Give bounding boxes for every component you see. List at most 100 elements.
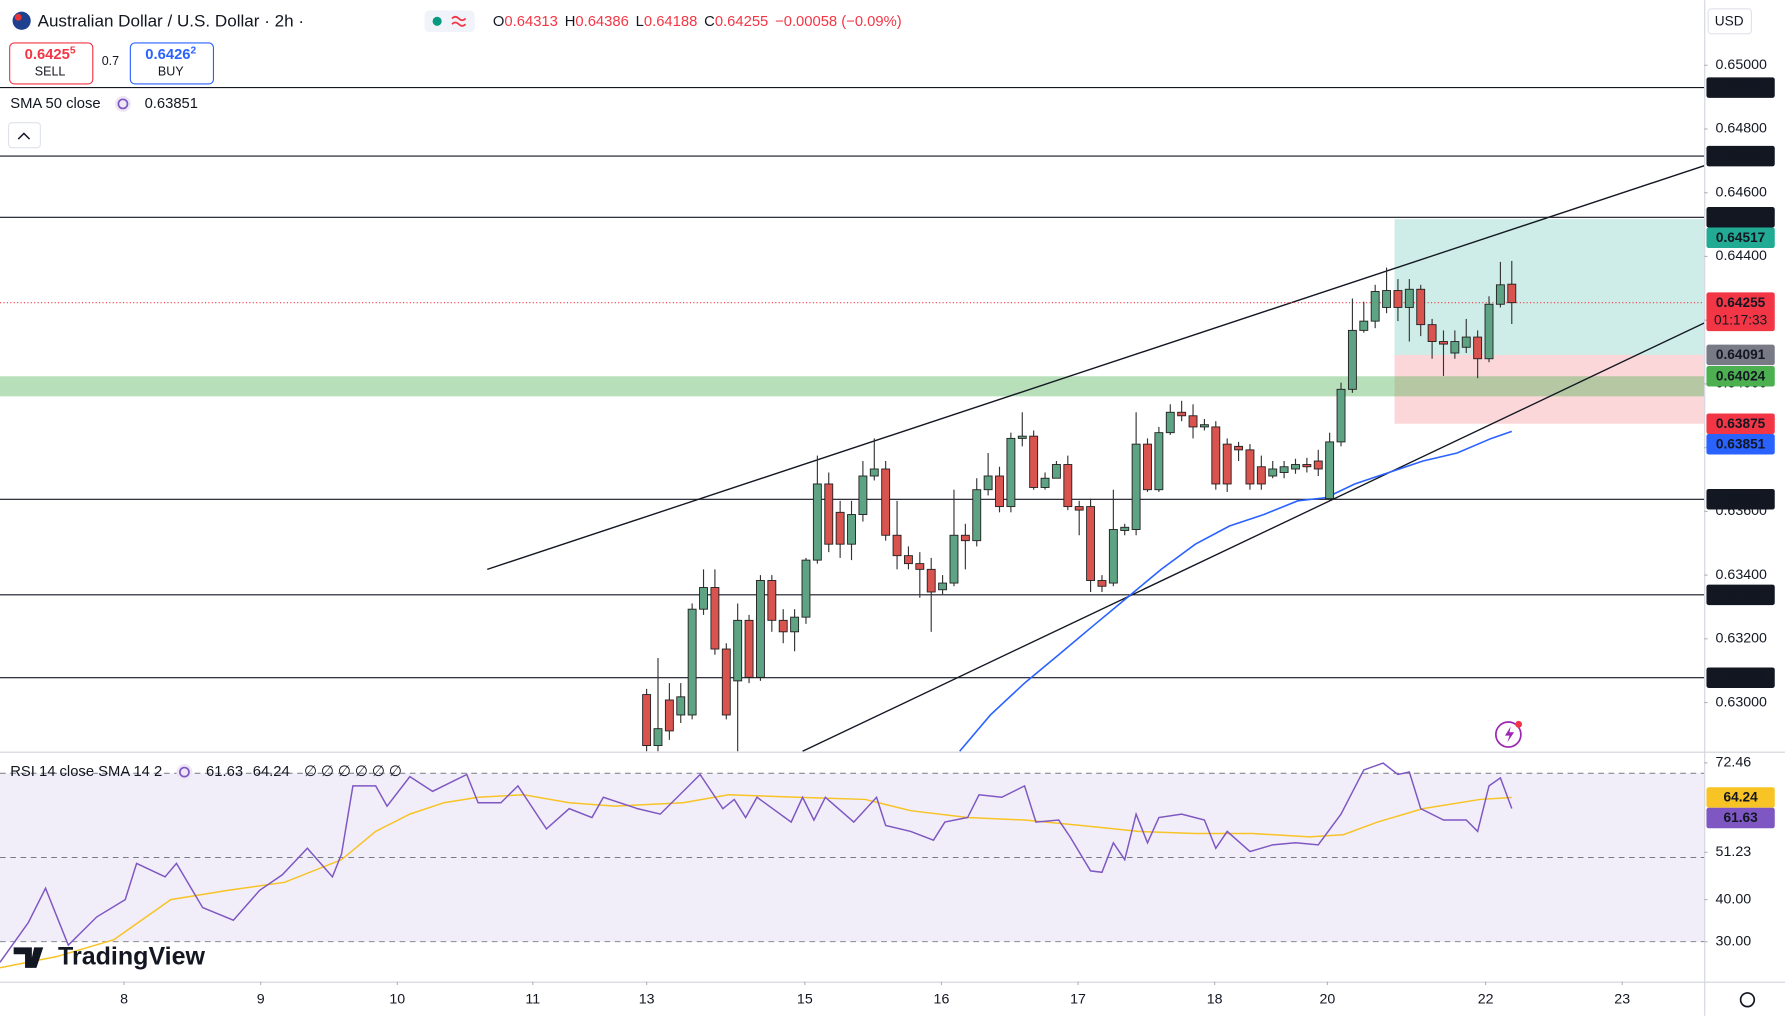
candle-body: [801, 559, 811, 618]
settings-icon[interactable]: [1739, 992, 1756, 1008]
rsi-line: [0, 794, 1512, 969]
candle-body: [1336, 388, 1346, 443]
candle-body: [824, 483, 834, 545]
buy-price: 0.64262: [145, 45, 196, 63]
candle-body: [1040, 477, 1050, 488]
logo: TradingView: [58, 942, 206, 970]
candle-body: [676, 696, 686, 716]
sma-legend-name[interactable]: SMA 50 close: [10, 96, 100, 112]
rsi-pane: [0, 762, 1705, 969]
delayed-icon: [451, 15, 467, 27]
x-tick-label: 15: [797, 992, 813, 1008]
sma-legend-value: 0.63851: [145, 96, 198, 112]
sell-label: SELL: [35, 64, 66, 78]
candle-body: [1108, 529, 1118, 584]
price-badge-label: 0.64715: [1716, 148, 1766, 163]
candle-body: [1051, 464, 1061, 479]
ohlc-change: −0.00058 (−0.09%): [775, 14, 902, 30]
candle-body: [1017, 435, 1027, 439]
candle-body: [653, 728, 663, 747]
market-open-dot: [432, 16, 442, 26]
candle-body: [1177, 411, 1187, 417]
candle-body: [1188, 415, 1198, 428]
buy-price-main: 0.6426: [145, 47, 190, 63]
rsi-y-tick-label: 30.00: [1716, 933, 1752, 949]
countdown-label: 01:17:33: [1714, 312, 1767, 327]
price-badge-label: 0.63875: [1716, 416, 1766, 431]
candle-body: [1165, 411, 1175, 434]
ohlc-value: 0.64255: [715, 14, 768, 30]
collapse-button[interactable]: [7, 122, 41, 149]
candle-body: [1325, 441, 1335, 500]
candle-body: [1222, 443, 1232, 485]
candle-body: [995, 475, 1004, 508]
candle-body: [1393, 290, 1403, 308]
ohlc-value: 0.64313: [504, 14, 557, 30]
header: Australian Dollar / U.S. Dollar · 2h · O…: [7, 8, 1756, 1008]
candle-body: [1086, 506, 1096, 581]
candle-body: [1097, 580, 1107, 587]
ohlc-legend: O0.64313 H0.64386 L0.64188 C0.64255 −0.00058…: [493, 14, 902, 30]
position-target-area: [1394, 219, 1705, 355]
buy-button[interactable]: [129, 42, 215, 85]
alert-dot: [1515, 720, 1523, 728]
candle-body: [1302, 464, 1312, 468]
x-tick-label: 18: [1207, 992, 1223, 1008]
x-tick-label: 8: [120, 992, 128, 1008]
symbol-title[interactable]: Australian Dollar / U.S. Dollar · 2h ·: [38, 11, 304, 30]
candle-body: [1484, 303, 1494, 360]
rsi-y-tick-label: 40.00: [1716, 891, 1752, 907]
rsi-legend-title[interactable]: RSI 14 close SMA 14 2: [10, 764, 162, 780]
y-tick-label: 0.64400: [1716, 248, 1767, 264]
trendline: [487, 165, 1705, 571]
price-badge: [1706, 413, 1775, 434]
price-badge: [1706, 227, 1775, 249]
price-badge-label: 0.64024: [1716, 368, 1766, 383]
rsi-legend-icon: [176, 764, 193, 781]
price-badge: [1706, 787, 1775, 808]
candle-body: [1347, 329, 1357, 390]
candle-body: [1211, 426, 1221, 485]
candle-body: [903, 555, 913, 565]
symbol-flag: [12, 11, 31, 30]
candle-body: [733, 619, 743, 682]
price-badge-label: 0.64523: [1716, 209, 1766, 224]
x-tick-label: 23: [1614, 992, 1630, 1008]
candle-body: [664, 699, 674, 732]
candle-body: [1507, 283, 1517, 304]
currency-button[interactable]: [1707, 8, 1752, 35]
candle-body: [960, 534, 970, 542]
candle-body: [1234, 445, 1244, 451]
candle-body: [926, 568, 936, 593]
price-badge-label: 0.63078: [1716, 670, 1766, 685]
x-tick-label: 20: [1319, 992, 1335, 1008]
candle-body: [881, 468, 891, 536]
candle-body: [1439, 341, 1448, 345]
candle-body: [744, 619, 754, 678]
rsi-legend-icon-ring: [179, 766, 190, 778]
sell-pip: 5: [70, 45, 76, 56]
candle-body: [1495, 284, 1505, 305]
y-tick-label: 0.63400: [1716, 567, 1767, 583]
candle-body: [972, 489, 982, 542]
price-badge-label: 0.63851: [1716, 436, 1766, 451]
ohlc-key: O: [493, 14, 505, 30]
candle-body: [983, 475, 993, 491]
collapse-icon: [17, 132, 31, 140]
candle-body: [858, 475, 868, 516]
spread: 0.7: [102, 54, 119, 68]
candle-body: [778, 619, 788, 633]
candle-body: [1131, 443, 1141, 530]
status-badges[interactable]: [424, 10, 475, 33]
rsi-line: [0, 762, 1513, 963]
sell-button[interactable]: [9, 42, 94, 85]
x-tick-label: 9: [257, 992, 265, 1008]
candle-body: [1450, 341, 1460, 354]
candle-body: [756, 580, 765, 678]
candle-body: [1313, 460, 1323, 470]
candle-body: [699, 587, 708, 610]
candle-body: [1359, 320, 1369, 331]
